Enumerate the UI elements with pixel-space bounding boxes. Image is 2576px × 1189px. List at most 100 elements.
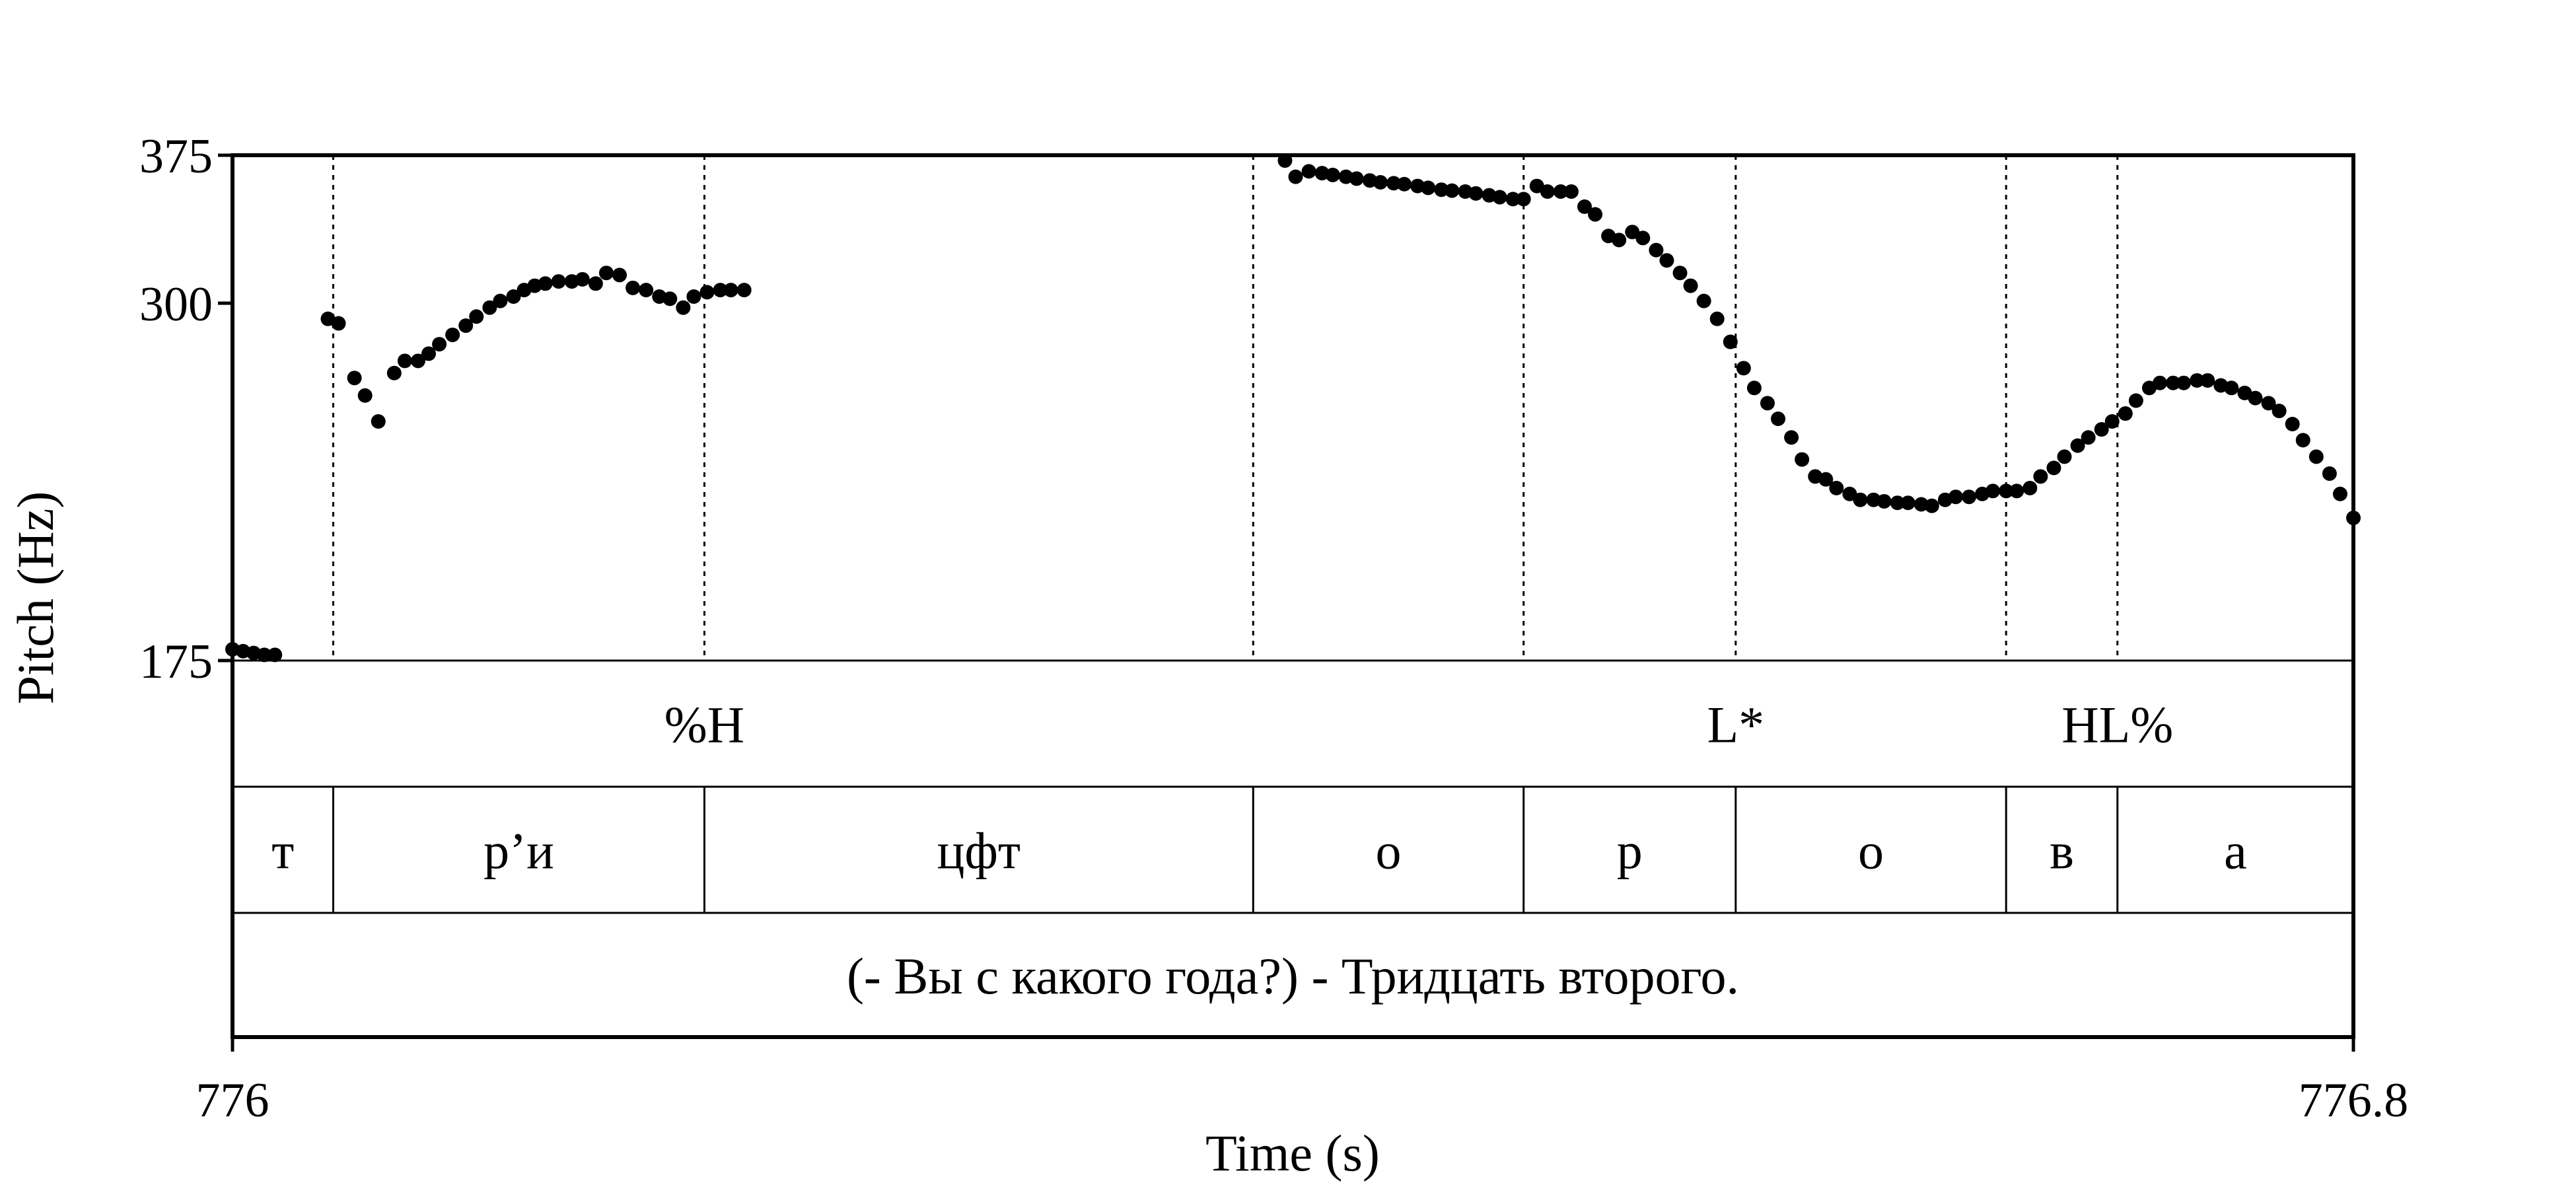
pitch-point [2152, 375, 2167, 390]
segment-label: о [1375, 822, 1401, 880]
pitch-point [371, 414, 386, 429]
x-ticks: 776 776.8 [196, 1037, 2409, 1128]
pitch-point [410, 353, 425, 369]
pitch-point [1890, 495, 1905, 511]
pitch-point [1829, 480, 1844, 495]
pitch-point [1516, 192, 1531, 207]
pitch-point [2190, 373, 2205, 388]
pitch-point [386, 365, 402, 380]
pitch-point [1999, 484, 2014, 499]
pitch-point [1900, 495, 1915, 511]
pitch-point [2118, 406, 2133, 421]
pitch-point [257, 647, 272, 663]
pitch-point [662, 291, 678, 306]
pitch-point [2272, 404, 2287, 419]
pitch-point [268, 647, 283, 663]
pitch-point [1818, 472, 1834, 487]
pitch-point [506, 289, 521, 304]
pitch-point [598, 266, 614, 281]
pitch-point [347, 371, 362, 386]
pitch-point [538, 276, 553, 291]
pitch-point [612, 268, 627, 283]
pitch-point [1948, 489, 1963, 505]
pitch-point [2261, 396, 2276, 411]
pitch-point [1434, 182, 1449, 198]
pitch-point [1349, 171, 1364, 186]
pitch-point [2295, 433, 2310, 448]
pitch-point [1649, 242, 1664, 258]
pitch-point [1563, 184, 1579, 199]
pitch-point [493, 293, 508, 308]
pitch-point [1373, 174, 1388, 190]
pitch-point [1301, 164, 1316, 179]
pitch-point [331, 316, 346, 331]
plot-frame [231, 153, 2355, 1039]
pitch-point [397, 353, 412, 369]
pitch-point [2094, 422, 2109, 437]
pitch-point [1986, 484, 2001, 499]
pitch-point [626, 280, 641, 295]
pitch-point [1386, 176, 1402, 191]
pitch-point [2308, 449, 2324, 464]
pitch-point [736, 283, 752, 298]
y-tick-label: 175 [139, 635, 213, 689]
pitch-point [1397, 176, 1412, 192]
pitch-point [1288, 169, 1303, 184]
pitch-point [432, 337, 447, 352]
pitch-point [2176, 375, 2192, 390]
pitch-point [2285, 416, 2300, 431]
pitch-point [575, 271, 590, 287]
pitch-point [1468, 186, 1484, 201]
pitch-point [1625, 225, 1640, 240]
pitch-point [1635, 231, 1651, 246]
pitch-point [1746, 380, 1762, 396]
pitch-point [1445, 183, 1460, 198]
pitch-point [1736, 361, 1751, 376]
pitch-point [2224, 380, 2239, 396]
pitch-point [469, 309, 484, 324]
pitch-point [1588, 207, 1603, 222]
segment-label: р’и [483, 822, 554, 880]
pitch-point [723, 283, 738, 298]
pitch-point [1277, 153, 1293, 168]
pitch-point [2166, 375, 2181, 390]
segment-label: в [2050, 822, 2074, 880]
pitch-point [639, 283, 654, 298]
pitch-point [1683, 278, 1698, 293]
segment-label: р [1617, 822, 1643, 880]
pitch-point [686, 289, 701, 304]
x-tick-label: 776.8 [2299, 1073, 2409, 1128]
pitch-point [2057, 449, 2072, 464]
pitch-point [2081, 430, 2096, 445]
pitch-point [1577, 199, 1592, 214]
pitch-point [2033, 469, 2048, 484]
segment-label: о [1858, 822, 1884, 880]
pitch-point [1771, 411, 1786, 426]
pitch-point [551, 274, 566, 289]
segment-label: т [271, 822, 294, 880]
pitch-point [2046, 460, 2061, 476]
pitch-point [1723, 334, 1738, 349]
pitch-point [1760, 396, 1775, 411]
pitch-point [482, 300, 497, 315]
y-axis-title: Pitch (Hz) [7, 491, 64, 705]
pitch-point [2022, 480, 2038, 495]
pitch-point [1842, 486, 1857, 501]
pitch-point [1325, 167, 1340, 182]
pitch-point [1853, 492, 1868, 507]
pitch-point [1914, 497, 1929, 512]
y-tick-label: 375 [139, 129, 213, 184]
pitch-point [445, 327, 460, 342]
segment-label: а [2224, 822, 2247, 880]
pitch-point [676, 300, 691, 315]
pitch-point [588, 276, 603, 291]
pitch-point [2332, 486, 2347, 501]
tone-label: L* [1707, 696, 1764, 754]
pitch-point [1672, 266, 1688, 281]
pitch-point [1540, 184, 1555, 199]
pitch-point [2009, 484, 2024, 499]
pitch-point [2104, 414, 2120, 429]
pitch-point [1553, 184, 1568, 199]
